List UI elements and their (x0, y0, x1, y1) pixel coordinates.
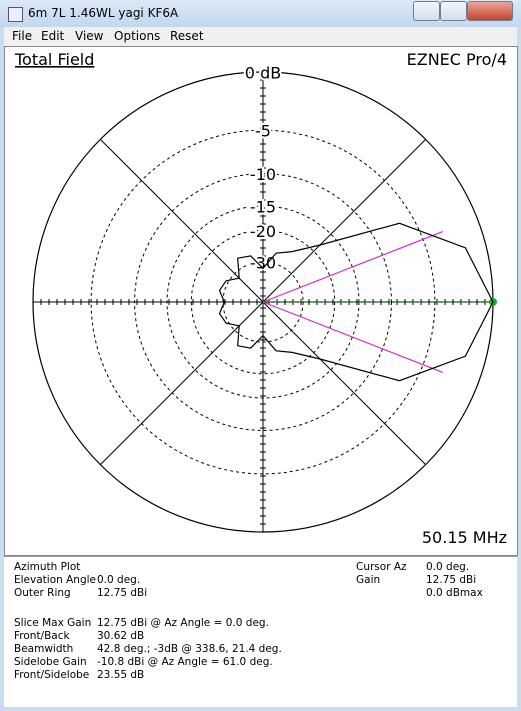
menu-item[interactable]: Reset (170, 29, 204, 43)
plot-title: Total Field (14, 50, 94, 69)
info-label: Elevation Angle (14, 574, 96, 586)
maximize-button[interactable] (440, 1, 467, 21)
ring-label: -5 (255, 122, 271, 141)
info-value: 0.0 deg. (97, 574, 141, 586)
info-label: Front/Back (14, 630, 70, 642)
ring-label: -20 (250, 222, 276, 241)
ring (222, 261, 304, 343)
app-icon (8, 7, 23, 22)
info-value: 23.55 dB (97, 669, 145, 681)
pattern-line (218, 222, 494, 382)
frequency: 50.15 MHz (422, 528, 507, 547)
program-name: EZNEC Pro/4 (407, 50, 507, 69)
ring (134, 173, 392, 431)
info-value: 30.62 dB (97, 630, 145, 642)
info-label: Sidelobe Gain (14, 656, 87, 668)
menu-item[interactable]: View (75, 29, 104, 43)
info-value: 12.75 dBi @ Az Angle = 0.0 deg. (97, 617, 269, 629)
info-label: Gain (356, 574, 381, 586)
minimize-button[interactable] (413, 1, 440, 21)
close-button[interactable] (467, 1, 513, 21)
window-title: 6m 7L 1.46WL yagi KF6A (28, 6, 179, 20)
info-value: 12.75 dBi (426, 574, 477, 586)
beamwidth-line (262, 301, 444, 374)
info-label: Outer Ring (14, 587, 71, 599)
info-value: 12.75 dBi (97, 587, 148, 599)
info-value: 0.0 deg. (426, 561, 470, 573)
menu-item[interactable]: Options (114, 29, 161, 43)
ring-label: -10 (250, 165, 276, 184)
menu-item[interactable]: Edit (41, 29, 65, 43)
plot-area: 0 dB -5 -10 -15 -20 -30 Total Field EZNEC Pro/4… (4, 46, 518, 556)
menu-bar: File Edit View Options Reset (4, 27, 517, 47)
info-label: Front/Sidelobe (14, 669, 90, 681)
info-value: -10.8 dBi @ Az Angle = 61.0 deg. (97, 656, 273, 668)
polar-plot: 0 dB -5 -10 -15 -20 -30 Total Field EZNEC Pro/4… (14, 50, 507, 547)
info-value: 0.0 dBmax (426, 587, 483, 599)
info-panel: Azimuth Plot Elevation Angle 0.0 deg. Outer… (4, 556, 517, 707)
info-value: 42.8 deg.; -3dB @ 338.6, 21.4 deg. (97, 643, 282, 655)
info-label: Cursor Az (356, 561, 407, 573)
ring-label: 0 dB (245, 64, 281, 83)
title-bar: 6m 7L 1.46WL yagi KF6A (0, 0, 521, 28)
menu-item[interactable]: File (12, 29, 33, 43)
ring-label: -30 (250, 253, 276, 272)
ring (190, 229, 336, 375)
info-label: Azimuth Plot (14, 561, 81, 573)
beamwidth-line (262, 230, 444, 303)
ring (166, 205, 360, 399)
ring (90, 129, 436, 475)
info-label: Beamwidth (14, 643, 74, 655)
ring-label: -15 (250, 198, 276, 217)
info-label: Slice Max Gain (14, 617, 92, 629)
